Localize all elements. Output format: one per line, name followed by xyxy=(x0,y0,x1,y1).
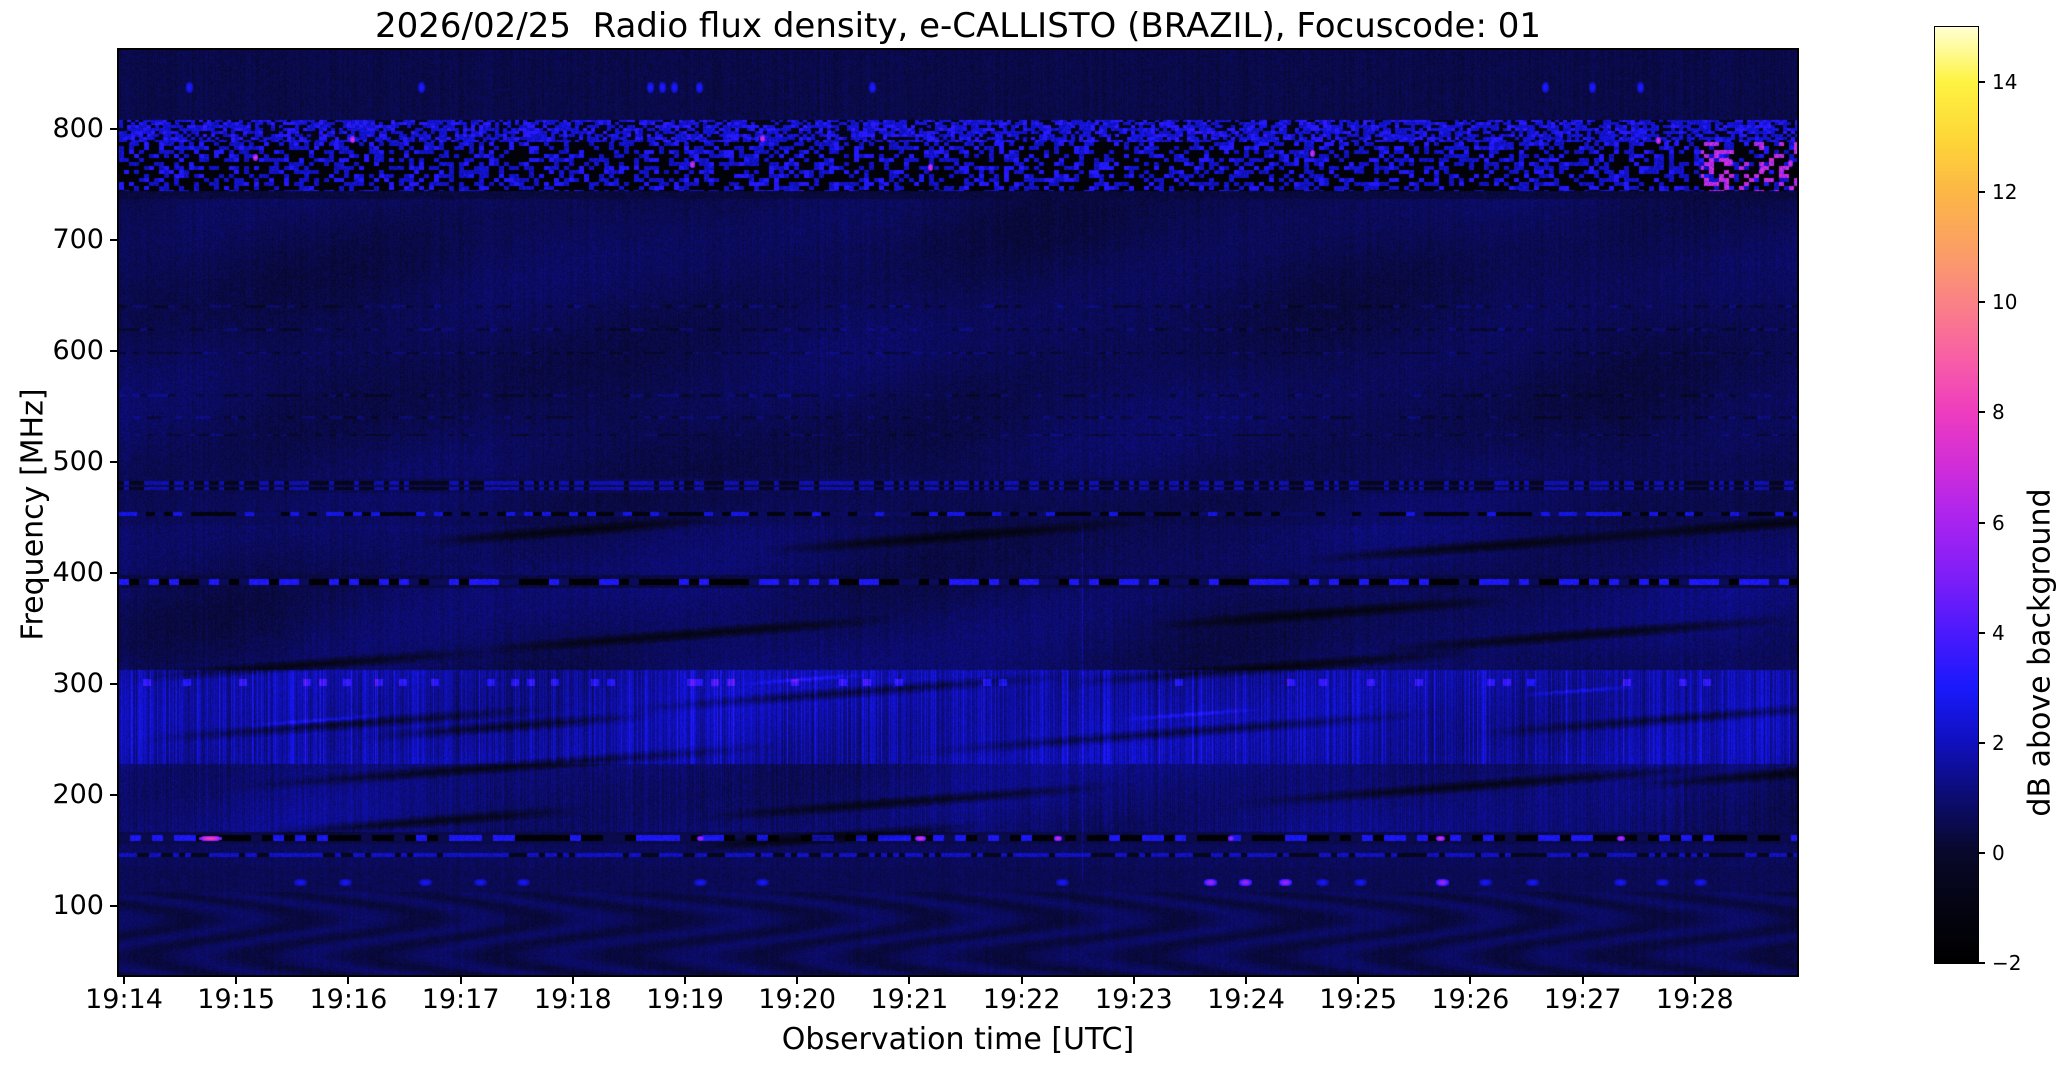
y-tick-mark xyxy=(110,904,119,907)
y-tick-label: 100 xyxy=(52,889,104,921)
colorbar-tick-label: 2 xyxy=(1992,730,2005,755)
x-tick-label: 19:21 xyxy=(870,984,949,1015)
x-tick-mark xyxy=(1020,975,1023,984)
colorbar-tick-mark xyxy=(1978,411,1985,414)
colorbar-tick-mark xyxy=(1978,962,1985,964)
y-tick-mark xyxy=(110,127,119,130)
spectrogram-canvas xyxy=(119,50,1797,975)
y-tick-label: 600 xyxy=(52,334,104,366)
y-tick-mark xyxy=(110,571,119,574)
y-tick-mark xyxy=(110,682,119,685)
x-tick-mark xyxy=(1581,975,1584,984)
x-tick-mark xyxy=(459,975,462,984)
chart-title: 2026/02/25 Radio flux density, e-CALLIST… xyxy=(375,6,1541,46)
x-axis-label: Observation time [UTC] xyxy=(781,1022,1135,1057)
x-tick-label: 19:25 xyxy=(1319,984,1398,1015)
x-tick-label: 19:23 xyxy=(1094,984,1173,1015)
colorbar-tick-mark xyxy=(1978,851,1985,854)
x-tick-label: 19:18 xyxy=(533,984,612,1015)
x-tick-label: 19:15 xyxy=(197,984,276,1015)
x-tick-mark xyxy=(347,975,350,984)
colorbar-tick-label: 12 xyxy=(1992,180,2018,205)
y-tick-mark xyxy=(110,349,119,352)
x-tick-mark xyxy=(908,975,911,984)
x-tick-label: 19:16 xyxy=(309,984,388,1015)
y-tick-label: 700 xyxy=(52,223,104,255)
y-tick-label: 500 xyxy=(52,445,104,477)
colorbar-tick-label: 4 xyxy=(1992,620,2005,645)
x-tick-label: 19:17 xyxy=(421,984,500,1015)
colorbar-tick-label: 10 xyxy=(1992,290,2018,315)
y-tick-mark xyxy=(110,793,119,796)
colorbar-tick-label: 8 xyxy=(1992,400,2005,425)
x-tick-mark xyxy=(1245,975,1247,984)
x-tick-mark xyxy=(1132,975,1135,984)
x-tick-mark xyxy=(1469,975,1472,984)
colorbar-tick-mark xyxy=(1978,191,1985,194)
x-tick-mark xyxy=(796,975,799,984)
colorbar-tick-mark xyxy=(1978,81,1985,84)
x-tick-label: 19:26 xyxy=(1431,984,1510,1015)
colorbar-tick-label: −2 xyxy=(1992,951,2022,975)
x-tick-label: 19:22 xyxy=(982,984,1061,1015)
x-tick-label: 19:27 xyxy=(1543,984,1622,1015)
x-tick-mark xyxy=(1693,975,1696,984)
y-tick-label: 400 xyxy=(52,556,104,588)
colorbar-tick-label: 6 xyxy=(1992,510,2005,535)
y-tick-mark xyxy=(110,238,119,241)
colorbar-tick-label: 14 xyxy=(1992,70,2018,95)
x-tick-label: 19:24 xyxy=(1207,984,1285,1015)
x-tick-mark xyxy=(571,975,574,984)
y-tick-mark xyxy=(110,460,119,463)
colorbar-tick-label: 0 xyxy=(1992,840,2005,865)
colorbar-tick-mark xyxy=(1978,741,1985,744)
colorbar-tick-mark xyxy=(1978,301,1985,304)
x-tick-label: 19:28 xyxy=(1655,984,1734,1015)
colorbar-canvas xyxy=(1935,27,1978,963)
y-tick-label: 300 xyxy=(52,667,104,699)
x-tick-label: 19:20 xyxy=(758,984,837,1015)
x-tick-mark xyxy=(235,975,238,984)
x-tick-label: 19:14 xyxy=(85,984,163,1015)
x-tick-label: 19:19 xyxy=(646,984,724,1015)
colorbar-tick-mark xyxy=(1978,521,1985,524)
y-tick-label: 200 xyxy=(52,778,104,810)
colorbar-tick-mark xyxy=(1978,631,1985,634)
x-tick-mark xyxy=(1357,975,1360,984)
x-tick-mark xyxy=(684,975,686,984)
y-tick-label: 800 xyxy=(52,112,104,144)
colorbar-label: dB above background xyxy=(2022,488,2058,817)
x-tick-mark xyxy=(123,975,125,984)
